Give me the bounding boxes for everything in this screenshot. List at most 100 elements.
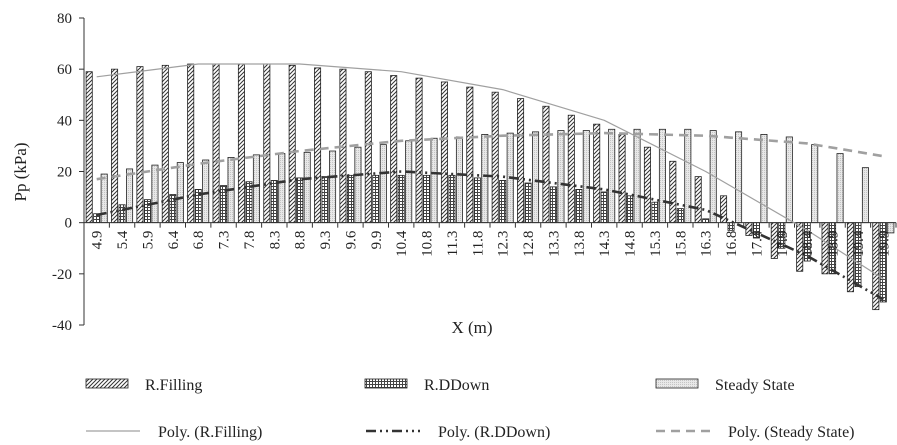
legend-swatch-r-filling	[85, 378, 129, 389]
x-tick-label: 9.3	[318, 231, 334, 250]
bar-steady-state-14.3	[608, 128, 616, 224]
bar-steady-state-9.9	[379, 144, 387, 224]
bar-r-ddown-12.3	[499, 180, 507, 224]
x-tick-label: 16.8	[724, 231, 740, 257]
legend-label-poly-r-ddown: Poly. (R.DDown)	[438, 424, 550, 441]
bar-r-filling-16.3	[694, 176, 702, 224]
bar-r-filling-5.4	[111, 68, 119, 224]
axes-layer	[79, 17, 897, 326]
x-tick-label: 7.8	[242, 231, 258, 250]
x-tick-label: 17.4	[749, 230, 765, 257]
bar-steady-state-11.3	[455, 136, 463, 224]
bar-steady-state-12.8	[532, 131, 540, 224]
bar-r-ddown-9.3	[321, 176, 329, 224]
bar-steady-state-6.8	[202, 159, 210, 224]
bar-r-ddown-14.8	[626, 195, 634, 224]
bar-r-filling-12.8	[517, 98, 525, 224]
x-tick-label: 9.6	[343, 230, 359, 249]
bar-steady-state-8.3	[278, 153, 286, 224]
bar-steady-state-6.4	[176, 162, 184, 224]
x-tick-label: 14.8	[623, 231, 639, 257]
bar-r-filling-10.8	[415, 77, 423, 224]
labels-layer: -40 -20 0 20 40 60 80 4.9 5.4 5.9 6.4 6.8 7.3 7.8 8.3 8…	[11, 11, 892, 337]
bar-r-ddown-11.8	[473, 177, 481, 224]
bar-steady-state-15.8	[684, 128, 692, 224]
bar-r-ddown-7.8	[245, 181, 253, 224]
legend-label-poly-r-filling: Poly. (R.Filling)	[158, 424, 262, 441]
bar-r-ddown-8.3	[270, 180, 278, 224]
bar-steady-state-10.8	[430, 137, 438, 224]
x-tick-label: 12.8	[521, 231, 537, 257]
bar-r-filling-15.3	[643, 146, 651, 224]
bar-r-filling-4.9	[85, 71, 93, 224]
bar-r-ddown-16.3	[702, 218, 710, 224]
x-tick-label: 4.9	[90, 231, 106, 250]
bar-r-filling-12.3	[491, 91, 499, 224]
x-tick-label: 19.9	[876, 231, 892, 257]
bar-r-filling-13.8	[567, 114, 575, 224]
trendline-poly-steady-state	[96, 131, 884, 181]
x-tick-label: 8.3	[267, 231, 283, 250]
bar-steady-state-16.8	[735, 131, 743, 224]
bar-r-ddown-9.6	[346, 174, 354, 224]
bar-r-filling-7.3	[212, 63, 220, 224]
bar-r-ddown-15.3	[651, 201, 659, 224]
x-tick-label: 13.8	[572, 231, 588, 257]
bar-r-ddown-8.8	[296, 177, 304, 224]
bars-layer	[85, 63, 895, 311]
bar-r-ddown-15.8	[676, 208, 684, 224]
x-tick-label: 9.9	[369, 231, 385, 250]
x-tick-label: 17.9	[775, 231, 791, 257]
x-tick-label: 16.3	[699, 231, 715, 257]
x-tick-label: 8.8	[293, 231, 309, 250]
legend-label-steady-state: Steady State	[715, 377, 795, 394]
bar-steady-state-18.4	[811, 144, 819, 224]
bar-steady-state-5.9	[151, 164, 159, 224]
bar-r-ddown-13.3	[549, 186, 557, 224]
bar-r-filling-16.8	[720, 195, 728, 224]
x-tick-label: 14.3	[597, 231, 613, 257]
bar-steady-state-11.8	[481, 133, 489, 224]
bar-steady-state-14.8	[633, 128, 641, 224]
x-tick-label: 18.9	[826, 231, 842, 257]
bar-steady-state-13.3	[557, 130, 565, 224]
bar-steady-state-7.8	[252, 154, 260, 224]
bar-steady-state-4.9	[100, 173, 108, 224]
y-tick-label: 60	[57, 62, 72, 78]
bar-r-filling-8.3	[263, 63, 271, 224]
bar-steady-state-18.9	[836, 153, 844, 224]
bar-r-ddown-10.4	[397, 174, 405, 224]
x-axis-title: X (m)	[451, 318, 492, 337]
y-axis-title: Pp (kPa)	[11, 142, 30, 201]
trendline-poly-r-ddown	[96, 170, 884, 301]
x-tick-label: 6.8	[191, 231, 207, 250]
bar-r-filling-15.8	[669, 160, 677, 224]
legend-label-poly-steady-state: Poly. (Steady State)	[728, 424, 855, 441]
legend-swatch-r-ddown	[364, 378, 408, 389]
bar-steady-state-19.4	[861, 167, 869, 224]
x-tick-label: 11.8	[470, 231, 486, 257]
legend-swatch-steady-state	[655, 378, 699, 389]
bar-r-filling-14.3	[593, 123, 601, 224]
x-tick-label: 15.3	[648, 231, 664, 257]
bar-r-filling-10.4	[390, 75, 398, 224]
bar-steady-state-9.6	[354, 146, 362, 224]
bar-r-ddown-12.8	[524, 182, 532, 224]
y-tick-label: 40	[57, 113, 72, 129]
bar-r-filling-8.8	[288, 64, 296, 224]
trendlines-layer	[96, 63, 884, 301]
bar-r-filling-9.3	[314, 67, 322, 224]
x-tick-label: 7.3	[217, 231, 233, 250]
x-tick-label: 15.8	[673, 231, 689, 257]
x-tick-label: 10.8	[420, 231, 436, 257]
bar-steady-state-9.3	[329, 150, 337, 224]
y-tick-label: -40	[52, 318, 72, 334]
bar-r-ddown-14.3	[600, 191, 608, 224]
trendline-poly-r-filling	[96, 63, 884, 280]
x-tick-label: 5.9	[140, 231, 156, 250]
x-tick-label: 11.3	[445, 231, 461, 257]
bar-r-ddown-5.4	[118, 204, 126, 224]
bar-steady-state-13.8	[582, 130, 590, 224]
x-tick-label: 10.4	[394, 230, 410, 257]
